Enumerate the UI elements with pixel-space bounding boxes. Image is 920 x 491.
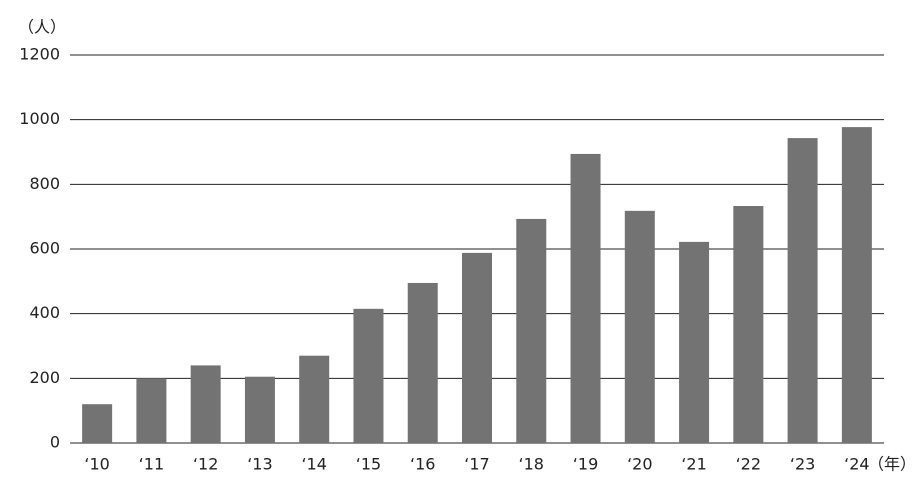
bar [244, 376, 275, 443]
x-tick-label: ‘22 [736, 455, 761, 474]
bar [841, 127, 872, 443]
bar [190, 365, 221, 443]
bar [299, 355, 330, 443]
y-tick-label: 800 [29, 174, 60, 193]
bar [679, 241, 710, 443]
bar [82, 404, 113, 443]
x-tick-label: ‘23 [790, 455, 815, 474]
y-tick-label: 1200 [19, 45, 60, 64]
bar [570, 153, 601, 443]
x-tick-label: ‘15 [356, 455, 381, 474]
x-tick-label: ‘11 [139, 455, 164, 474]
y-tick-label: 600 [29, 239, 60, 258]
bar [624, 210, 655, 443]
y-tick-label: 0 [50, 433, 60, 452]
y-tick-label: 400 [29, 303, 60, 322]
bar [353, 308, 384, 443]
x-tick-label: ‘13 [247, 455, 272, 474]
bar [787, 138, 818, 443]
bar [136, 378, 167, 443]
x-tick-label: ‘14 [301, 455, 326, 474]
bar [407, 282, 438, 443]
bar [516, 218, 547, 443]
x-tick-label: ‘20 [627, 455, 652, 474]
bar [733, 205, 764, 443]
bar [462, 252, 492, 443]
x-tick-label: ‘19 [573, 455, 598, 474]
x-tick-label: ‘24 [844, 455, 869, 474]
x-tick-label: ‘17 [464, 455, 489, 474]
y-axis-label: （人） [18, 18, 66, 37]
x-tick-label: ‘21 [681, 455, 706, 474]
x-tick-label: ‘12 [193, 455, 218, 474]
x-tick-label: ‘16 [410, 455, 435, 474]
y-tick-label: 200 [29, 368, 60, 387]
x-axis-label: （年） [868, 455, 916, 474]
y-tick-label: 1000 [19, 109, 60, 128]
x-tick-label: ‘18 [519, 455, 544, 474]
x-tick-label: ‘10 [84, 455, 109, 474]
